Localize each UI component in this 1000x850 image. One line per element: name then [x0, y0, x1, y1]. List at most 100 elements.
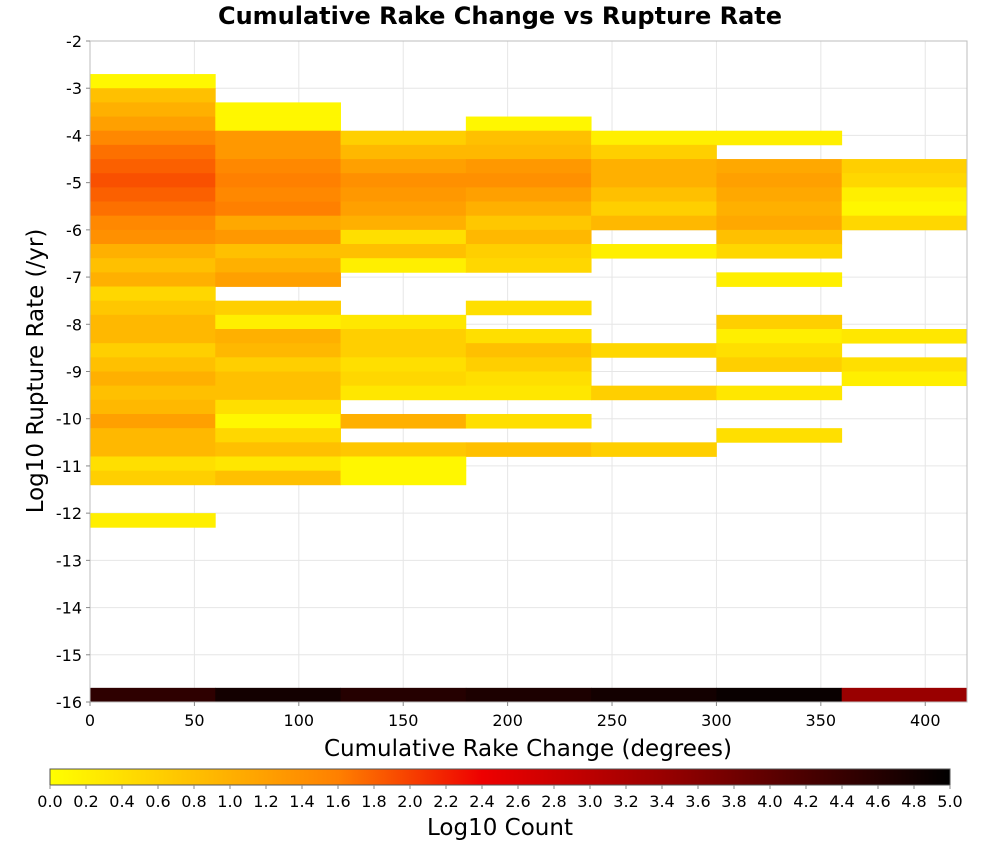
heatmap-cell [90, 456, 216, 472]
x-tick-label: 400 [910, 711, 941, 730]
heatmap-cell [716, 272, 843, 287]
colorbar [49, 768, 951, 786]
heatmap-cell [215, 413, 341, 429]
heatmap-cell [465, 371, 592, 387]
colorbar-tick-label: 3.6 [685, 792, 710, 811]
y-axis-label: Log10 Rupture Rate (/yr) [23, 229, 49, 514]
heatmap-cell [215, 385, 341, 401]
heatmap-cell [90, 130, 216, 146]
heatmap-cell [841, 187, 968, 202]
heatmap-cell [90, 201, 216, 217]
heatmap-cell [90, 413, 216, 429]
heatmap-cell [90, 258, 216, 273]
x-axis-label: Cumulative Rake Change (degrees) [324, 736, 732, 762]
heatmap-cell [90, 244, 216, 259]
heatmap-cell [340, 357, 467, 372]
heatmap-cell [465, 215, 592, 231]
x-tick-label: 250 [597, 711, 628, 730]
heatmap-cell [591, 385, 717, 401]
heatmap-cell [90, 470, 216, 486]
colorbar-tick-label: 0.2 [73, 792, 98, 811]
heatmap-cell [90, 428, 216, 443]
colorbar-tick-label: 0.0 [37, 792, 62, 811]
y-tick-label: -15 [56, 646, 82, 665]
heatmap-cell [465, 201, 592, 217]
heatmap-cell [716, 687, 843, 703]
heatmap-cell [340, 215, 467, 231]
heatmap-cell [465, 258, 592, 273]
heatmap-cell [465, 229, 592, 245]
heatmap-cell [465, 687, 592, 703]
heatmap-cell [90, 371, 216, 387]
y-tick-label: -3 [66, 79, 82, 98]
heatmap-cell [465, 385, 592, 401]
heatmap-cell [465, 413, 592, 429]
heatmap-cell [841, 329, 968, 344]
heatmap-cell [340, 187, 467, 202]
heatmap-cell [90, 74, 216, 89]
heatmap-cell [465, 244, 592, 259]
heatmap-cell [591, 159, 717, 174]
heatmap-cell [841, 201, 968, 217]
y-axis: -2 -3 -4 -5 -6 -7 -8 -9 -10 -11 -12 -13 -14 -15 -16 [56, 32, 90, 712]
y-tick-label: -14 [56, 599, 82, 618]
heatmap-cell [716, 428, 843, 443]
heatmap-cell [841, 159, 968, 174]
heatmap-cell [716, 187, 843, 202]
heatmap-cell [215, 173, 341, 188]
heatmap-cell [215, 357, 341, 372]
y-tick-label: -11 [56, 457, 82, 476]
heatmap-cell [340, 470, 467, 486]
heatmap-cell [841, 371, 968, 387]
heatmap-cell [716, 314, 843, 330]
y-tick-label: -12 [56, 504, 82, 523]
heatmap-cell [465, 173, 592, 188]
heatmap-cell [340, 442, 467, 457]
heatmap-cell [215, 371, 341, 387]
heatmap-cell [591, 343, 717, 358]
heatmap-cell [591, 687, 717, 703]
heatmap-cell [90, 687, 216, 703]
colorbar-tick-label: 1.6 [325, 792, 350, 811]
y-tick-label: -6 [66, 221, 82, 240]
heatmap-cell [90, 357, 216, 372]
heatmap-cell [90, 187, 216, 202]
colorbar-tick-label: 3.8 [721, 792, 746, 811]
colorbar-ticks: 0.0 0.2 0.4 0.6 0.8 1.0 1.2 1.4 1.6 1.8 2.0 2.2 2.4 2… [37, 785, 963, 811]
heatmap-cell [716, 215, 843, 231]
heatmap-cell [215, 314, 341, 330]
x-tick-label: 300 [701, 711, 732, 730]
heatmap-cell [90, 229, 216, 245]
heatmap-cell [465, 144, 592, 160]
heatmap-cell [215, 187, 341, 202]
heatmap-cell [465, 130, 592, 146]
heatmap-cell [215, 272, 341, 287]
y-tick-label: -4 [66, 126, 82, 145]
heatmap-cell [215, 428, 341, 443]
heatmap-cell [90, 159, 216, 174]
heatmap-cell [465, 357, 592, 372]
heatmap-cell [90, 144, 216, 160]
chart-title: Cumulative Rake Change vs Rupture Rate [218, 2, 782, 30]
colorbar-tick-label: 4.8 [901, 792, 926, 811]
colorbar-tick-label: 2.0 [397, 792, 422, 811]
heatmap-cell [340, 385, 467, 401]
heatmap-cell [215, 456, 341, 472]
heatmap-cell [465, 343, 592, 358]
heatmap-cell [90, 314, 216, 330]
heatmap-cell [716, 130, 843, 146]
colorbar-tick-label: 0.8 [181, 792, 206, 811]
heatmap-cell [340, 343, 467, 358]
heatmap-cell [591, 201, 717, 217]
heatmap-cell [465, 187, 592, 202]
heatmap-cell [340, 229, 467, 245]
heatmap-cells [90, 74, 968, 703]
heatmap-cell [340, 159, 467, 174]
heatmap-cell [90, 286, 216, 302]
y-tick-label: -13 [56, 551, 82, 570]
x-tick-label: 100 [284, 711, 315, 730]
heatmap-cell [90, 116, 216, 132]
colorbar-tick-label: 0.4 [109, 792, 134, 811]
colorbar-tick-label: 1.2 [253, 792, 278, 811]
heatmap-cell [90, 88, 216, 103]
